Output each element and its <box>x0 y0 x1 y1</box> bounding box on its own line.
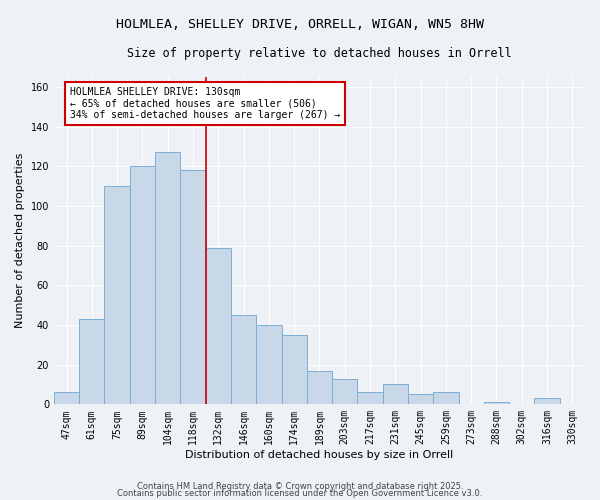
Bar <box>281 335 307 404</box>
Bar <box>130 166 155 404</box>
X-axis label: Distribution of detached houses by size in Orrell: Distribution of detached houses by size … <box>185 450 454 460</box>
Bar <box>307 370 332 404</box>
Bar <box>54 392 79 404</box>
Bar <box>484 402 509 404</box>
Text: Contains HM Land Registry data © Crown copyright and database right 2025.: Contains HM Land Registry data © Crown c… <box>137 482 463 491</box>
Text: HOLMLEA SHELLEY DRIVE: 130sqm
← 65% of detached houses are smaller (506)
34% of : HOLMLEA SHELLEY DRIVE: 130sqm ← 65% of d… <box>70 87 340 120</box>
Y-axis label: Number of detached properties: Number of detached properties <box>15 153 25 328</box>
Text: Contains public sector information licensed under the Open Government Licence v3: Contains public sector information licen… <box>118 490 482 498</box>
Bar <box>383 384 408 404</box>
Bar <box>231 315 256 404</box>
Bar <box>535 398 560 404</box>
Bar <box>104 186 130 404</box>
Bar <box>256 325 281 404</box>
Bar <box>433 392 458 404</box>
Bar <box>332 378 358 404</box>
Bar <box>181 170 206 404</box>
Bar <box>206 248 231 404</box>
Bar <box>155 152 181 404</box>
Bar <box>358 392 383 404</box>
Bar <box>408 394 433 404</box>
Title: Size of property relative to detached houses in Orrell: Size of property relative to detached ho… <box>127 48 512 60</box>
Bar <box>79 319 104 404</box>
Text: HOLMLEA, SHELLEY DRIVE, ORRELL, WIGAN, WN5 8HW: HOLMLEA, SHELLEY DRIVE, ORRELL, WIGAN, W… <box>116 18 484 30</box>
